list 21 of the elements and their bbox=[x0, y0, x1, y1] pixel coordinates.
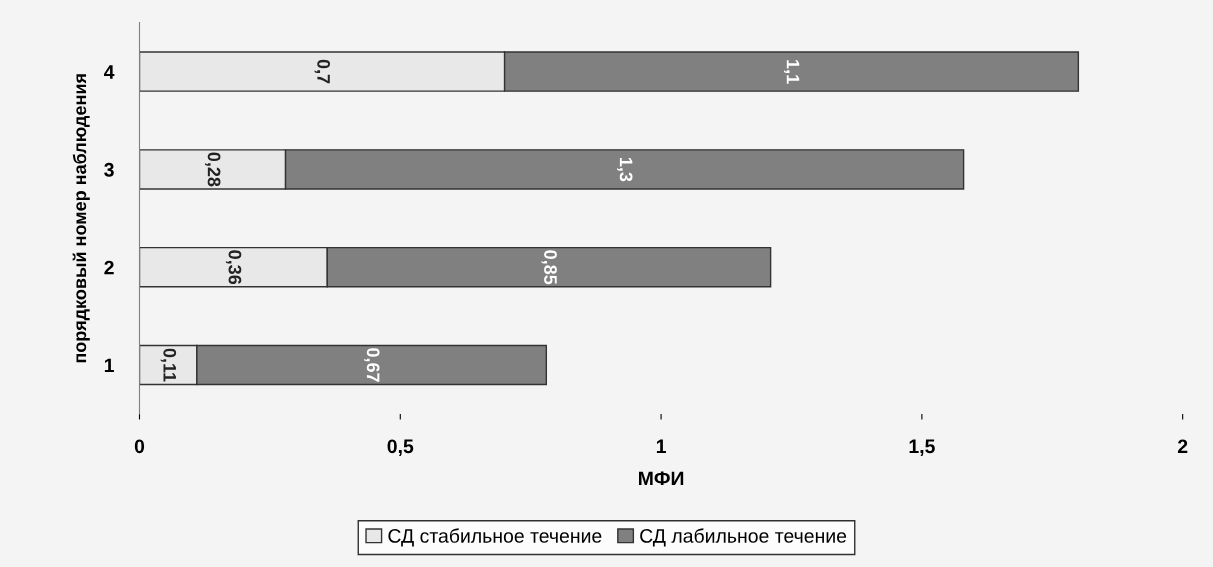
x-tick-label: 1,5 bbox=[909, 439, 935, 457]
x-axis-title: МФИ bbox=[639, 471, 684, 486]
data-label: 1,3 bbox=[617, 157, 633, 182]
y-tick-label: 1 bbox=[104, 358, 114, 373]
x-tick-label: 1 bbox=[656, 439, 666, 453]
data-label: 0,67 bbox=[364, 348, 380, 382]
legend-label: СД лабильное течение bbox=[640, 528, 847, 547]
legend-label: СД стабильное течение bbox=[388, 528, 602, 547]
data-label: 0,7 bbox=[314, 59, 330, 84]
y-tick-label: 4 bbox=[103, 65, 115, 79]
y-tick-label: 3 bbox=[104, 162, 114, 177]
x-tick-label: 2 bbox=[1177, 439, 1188, 453]
y-tick-label: 2 bbox=[104, 260, 114, 275]
data-label: 0,11 bbox=[160, 348, 177, 382]
x-tick-label: 0,5 bbox=[387, 439, 414, 457]
data-label: 0,85 bbox=[541, 250, 557, 285]
data-label: 0,28 bbox=[205, 152, 221, 187]
data-label: 0,36 bbox=[225, 250, 242, 285]
data-label: 1,1 bbox=[784, 60, 800, 84]
x-tick-label: 0 bbox=[134, 439, 145, 454]
y-axis-title: порядковый номер наблюдения bbox=[72, 74, 90, 363]
